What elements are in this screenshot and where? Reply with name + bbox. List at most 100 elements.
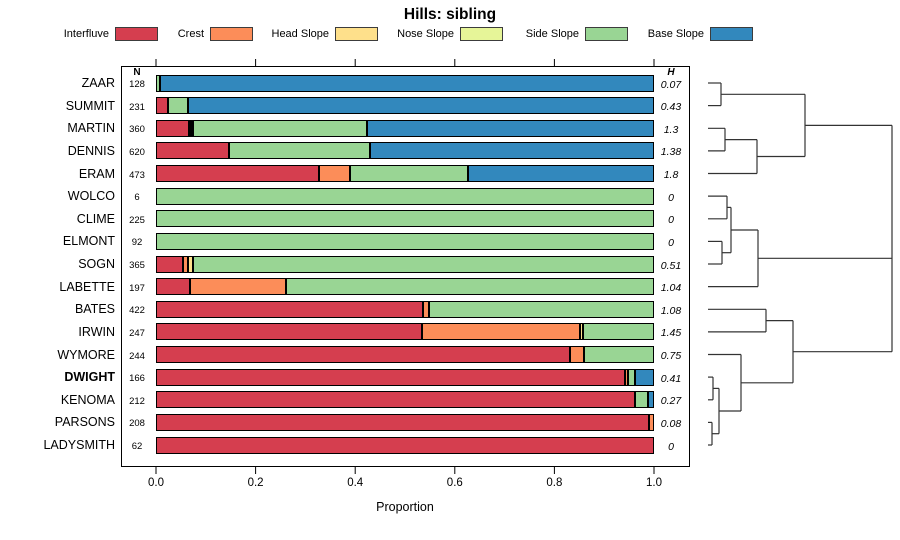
bar-segment [423,300,430,318]
h-value: 0.43 [660,101,682,114]
h-value: 1.3 [663,123,679,136]
h-value: 0.08 [660,417,682,430]
bar-segment [369,142,654,160]
row-label: DENNIS [67,143,115,158]
bar-row [156,391,654,409]
bar-row [156,210,654,228]
row-label: WYMORE [57,347,115,362]
legend-swatch [710,26,753,41]
h-value: 0.27 [660,395,682,408]
row-label: DWIGHT [64,370,115,385]
bar-segment [349,165,469,182]
bar-segment [366,119,654,137]
row-label: BATES [74,302,115,317]
bar-row [156,74,654,92]
bar-row [156,165,654,182]
n-value: 244 [129,350,145,362]
chart-title: Hills: sibling [403,6,497,23]
legend-item: Nose Slope [397,26,503,41]
n-value: 422 [129,305,145,317]
bar-segment [191,119,194,137]
h-value: 0.41 [660,372,682,385]
bar-segment [648,391,654,409]
row-label: IRWIN [78,324,115,339]
h-value: 0 [668,214,674,227]
bar-segment [188,97,654,115]
bar-segment [429,300,654,318]
h-value: 0.75 [660,350,682,362]
legend-item: Base Slope [648,26,753,41]
row-label: CLIME [76,211,115,226]
h-value: 0 [668,236,674,249]
row-label: KENOMA [60,392,115,407]
legend-swatch [115,26,158,41]
bar-segment [583,323,654,341]
bar-segment [228,142,370,160]
n-column-header: N [133,67,141,78]
n-value: 620 [129,146,145,158]
h-column-header: H [667,67,675,78]
bar-segment [156,323,422,341]
row-label: PARSONS [54,415,115,430]
bar-segment [156,300,424,318]
bar-row [156,187,654,205]
n-value: 231 [129,101,145,113]
n-value: 92 [131,237,143,249]
legend-item: Head Slope [271,26,378,41]
legend-swatch [210,26,253,41]
x-tick-label: 0.8 [546,477,563,489]
bar-segment [156,346,571,363]
bar-row [156,346,654,363]
bar-segment [156,74,160,92]
n-value: 208 [129,418,145,430]
bar-segment [570,346,584,363]
bar-segment [156,119,190,137]
n-value: 473 [129,169,145,181]
bar-segment [156,413,650,431]
x-axis-label: Proportion [376,500,434,514]
row-label: WOLCO [67,189,115,204]
legend-label: Base Slope [647,27,704,40]
bar-row [156,232,654,250]
bar-row [156,142,654,160]
bar-segment [421,323,580,341]
bar-segment [318,165,350,182]
legend-item: Side Slope [526,26,628,41]
bar-segment [188,255,194,273]
h-value: 1.04 [660,282,682,295]
h-value: 1.08 [660,304,682,317]
row-label: MARTIN [67,121,115,136]
bar-segment [156,391,636,409]
legend-swatch [585,26,628,41]
bar-row [156,300,654,318]
row-label: ELMONT [62,234,115,249]
legend-label: Head Slope [271,27,330,40]
bar-segment [189,119,192,137]
x-tick-label: 0.6 [446,477,463,489]
bar-segment [625,368,629,386]
bar-segment [156,210,654,228]
row-label: SUMMIT [65,98,115,113]
x-tick-label: 0.4 [347,477,364,489]
bar-segment [190,278,286,296]
row-label: ZAAR [81,76,115,90]
x-tick-label: 1.0 [646,477,662,489]
h-value: 0.51 [660,259,682,272]
bar-segment [156,165,319,182]
bar-segment [156,368,626,386]
bar-segment [468,165,654,182]
bar-row [156,436,654,454]
bar-segment [156,255,184,273]
bar-segment [193,255,654,273]
bar-row [156,413,654,431]
row-label: ERAM [78,166,115,181]
legend-swatch [460,26,503,41]
bar-segment [156,232,654,250]
bar-row [156,368,654,386]
row-label: LADYSMITH [43,438,115,452]
bar-row [156,97,654,115]
n-value: 225 [129,214,145,226]
bar-segment [167,97,189,115]
n-value: 6 [134,192,140,204]
